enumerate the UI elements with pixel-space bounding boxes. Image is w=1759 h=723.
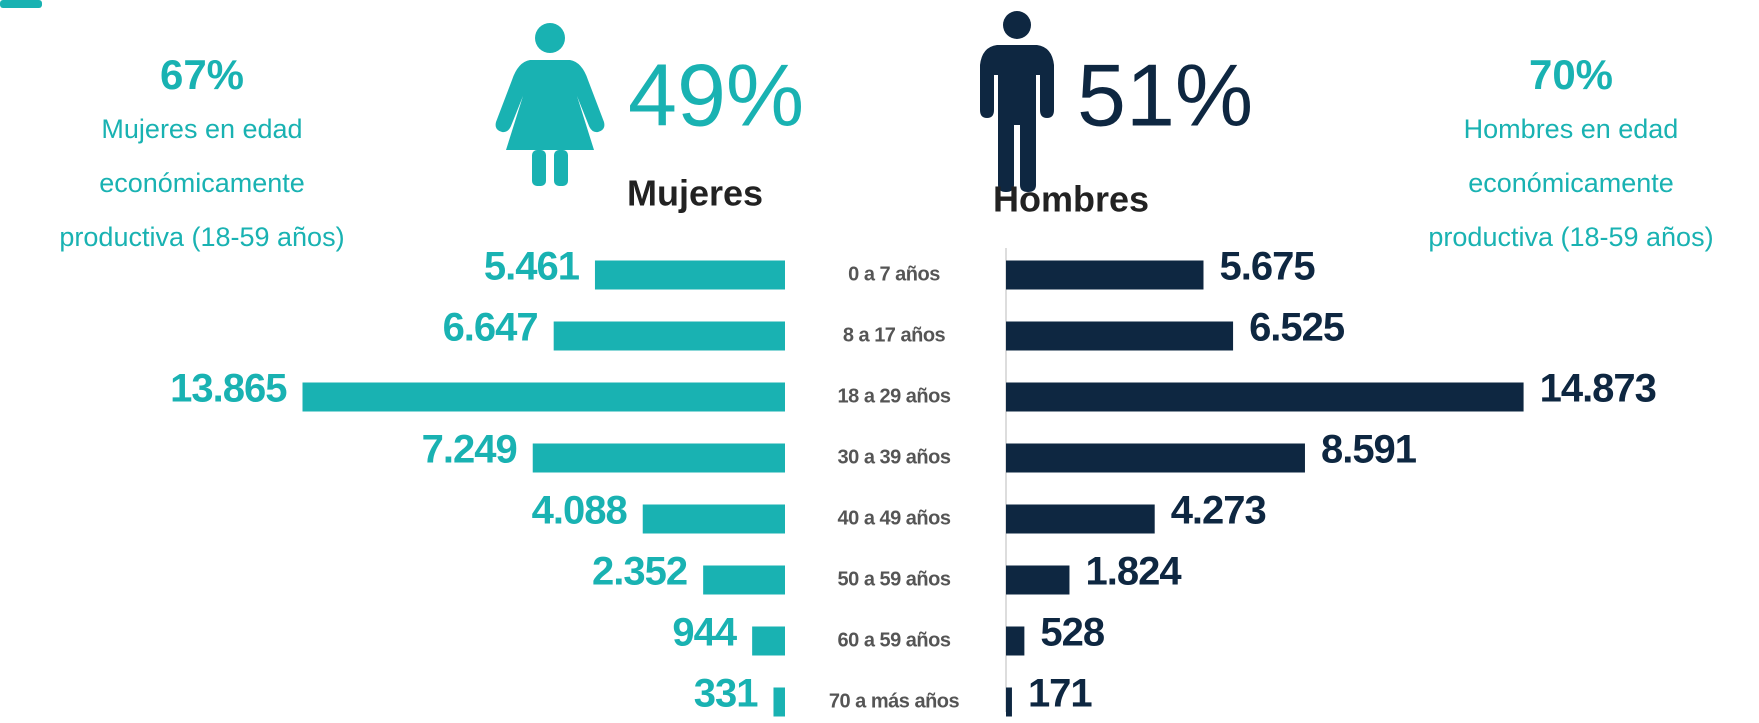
category-label: 0 a 7 años bbox=[848, 263, 940, 285]
bar bbox=[1006, 626, 1025, 656]
category-label: 70 a más años bbox=[829, 690, 960, 712]
data-label: 2.352 bbox=[592, 550, 687, 594]
data-label: 1.824 bbox=[1085, 550, 1182, 594]
category-label: 40 a 49 años bbox=[838, 507, 951, 529]
bar bbox=[752, 626, 785, 656]
productive-note: económicamente bbox=[99, 168, 305, 198]
data-label: 6.525 bbox=[1249, 306, 1345, 350]
productive-note: económicamente bbox=[1468, 168, 1674, 198]
productive-note: Mujeres en edad bbox=[101, 114, 302, 144]
bar bbox=[594, 260, 785, 290]
data-label: 528 bbox=[1040, 611, 1104, 655]
bar bbox=[1006, 687, 1012, 717]
share-label: 51% bbox=[1077, 45, 1253, 144]
productive-note: productiva (18-59 años) bbox=[1428, 222, 1713, 252]
data-label: 5.675 bbox=[1219, 245, 1315, 289]
productive-share: 70% bbox=[1529, 51, 1613, 98]
corner-tab bbox=[0, 0, 42, 8]
female-icon bbox=[495, 23, 605, 186]
series-name: Mujeres bbox=[627, 173, 763, 214]
category-label: 50 a 59 años bbox=[838, 568, 951, 590]
data-label: 944 bbox=[672, 611, 737, 655]
bar bbox=[1006, 504, 1155, 534]
category-label: 8 a 17 años bbox=[843, 324, 946, 346]
bar bbox=[553, 321, 785, 351]
category-label: 60 a 59 años bbox=[838, 629, 951, 651]
data-label: 13.865 bbox=[170, 367, 287, 411]
bar bbox=[642, 504, 785, 534]
data-label: 5.461 bbox=[484, 245, 580, 289]
bar bbox=[532, 443, 785, 473]
category-label: 30 a 39 años bbox=[838, 446, 951, 468]
bar bbox=[1006, 443, 1305, 473]
series-name: Hombres bbox=[993, 179, 1149, 220]
data-label: 7.249 bbox=[422, 428, 517, 472]
data-label: 4.273 bbox=[1171, 489, 1266, 533]
bar bbox=[1006, 382, 1524, 412]
data-label: 331 bbox=[694, 672, 758, 716]
data-label: 4.088 bbox=[532, 489, 628, 533]
productive-note: productiva (18-59 años) bbox=[59, 222, 344, 252]
male-icon bbox=[980, 11, 1054, 192]
bar bbox=[302, 382, 785, 412]
data-label: 6.647 bbox=[443, 306, 538, 350]
data-label: 14.873 bbox=[1540, 367, 1656, 411]
bar bbox=[1006, 565, 1070, 595]
data-label: 171 bbox=[1028, 672, 1092, 716]
bar bbox=[1006, 321, 1234, 351]
bar bbox=[703, 565, 785, 595]
productive-share: 67% bbox=[160, 51, 244, 98]
productive-note: Hombres en edad bbox=[1464, 114, 1679, 144]
share-label: 49% bbox=[628, 45, 804, 144]
data-label: 8.591 bbox=[1321, 428, 1417, 472]
bar bbox=[773, 687, 785, 717]
bar bbox=[1006, 260, 1204, 290]
category-label: 18 a 29 años bbox=[838, 385, 951, 407]
